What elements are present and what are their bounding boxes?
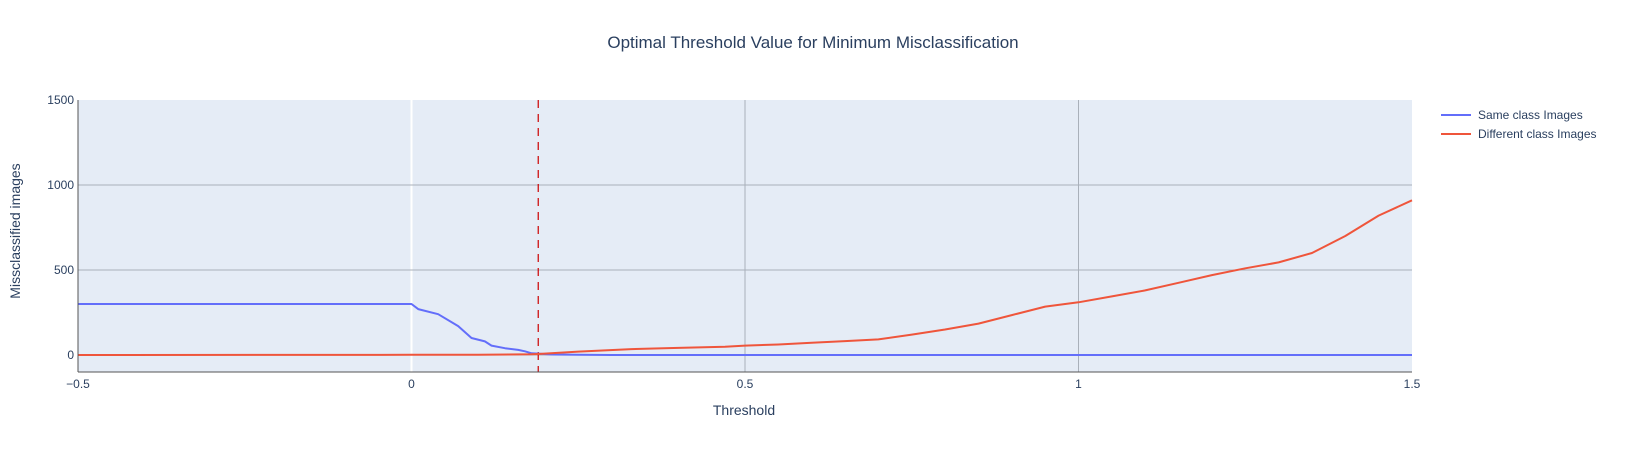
- x-tick-label: 1: [1075, 377, 1082, 391]
- legend-label-same-class: Same class Images: [1478, 108, 1583, 122]
- y-tick-label: 0: [67, 348, 74, 362]
- x-tick-label: −0.5: [66, 377, 90, 391]
- series-line-different-class: [77, 199, 1413, 356]
- axes: [77, 100, 1412, 373]
- series-lines: [77, 199, 1413, 356]
- legend-label-different-class: Different class Images: [1478, 127, 1597, 141]
- series-line-same-class: [78, 303, 1412, 356]
- x-tick-label: 0: [408, 377, 415, 391]
- legend: Same class Images Different class Images: [1441, 108, 1597, 141]
- x-axis-title: Threshold: [713, 402, 775, 418]
- y-tick-label: 1500: [47, 93, 74, 107]
- y-tick-label: 1000: [47, 178, 74, 192]
- x-tick-label: 1.5: [1404, 377, 1421, 391]
- legend-item-same-class[interactable]: Same class Images: [1441, 108, 1583, 122]
- x-tick-label: 0.5: [737, 377, 754, 391]
- legend-item-different-class[interactable]: Different class Images: [1441, 127, 1597, 141]
- tick-labels: −0.5 0 0.5 1 1.5 0 500 1000 1500: [47, 93, 1420, 391]
- y-axis-title: Missclassified images: [7, 163, 23, 298]
- y-tick-label: 500: [54, 263, 74, 277]
- chart-title: Optimal Threshold Value for Minimum Misc…: [607, 33, 1018, 52]
